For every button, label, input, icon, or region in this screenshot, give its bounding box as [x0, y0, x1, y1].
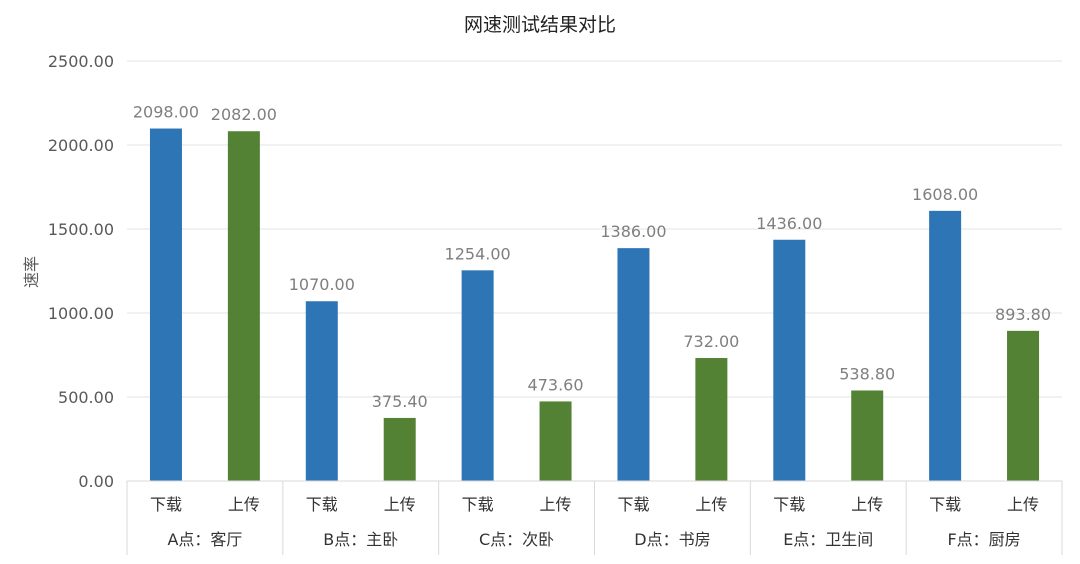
bar-b-upload [383, 417, 416, 481]
data-label: 473.60 [528, 375, 584, 394]
y-axis-ticks: 0.00 500.00 1000.00 1500.00 2000.00 2500.00 [48, 52, 114, 491]
bar-a-download [149, 128, 182, 481]
data-label: 2098.00 [133, 103, 199, 122]
data-label: 375.40 [372, 392, 428, 411]
bar-a-upload [227, 131, 260, 481]
bar-b-download [305, 301, 338, 481]
y-tick-label: 1000.00 [48, 304, 114, 323]
x-sub-category-label: 下载 [773, 495, 805, 514]
data-label: 1436.00 [756, 214, 822, 233]
chart-title: 网速测试结果对比 [464, 14, 616, 36]
bar-c-upload [539, 401, 572, 481]
x-group-label: A点：客厅 [167, 530, 242, 549]
gridlines [127, 60, 1062, 398]
data-label: 893.80 [995, 305, 1051, 324]
y-tick-label: 0.00 [78, 472, 114, 491]
data-label: 538.80 [839, 364, 895, 383]
x-sub-category-label: 上传 [695, 495, 727, 514]
x-sub-category-label: 下载 [617, 495, 649, 514]
bars [149, 128, 1040, 481]
x-sub-category-label: 下载 [150, 495, 182, 514]
x-sub-category-label: 下载 [462, 495, 494, 514]
x-group-label: B点：主卧 [323, 530, 398, 549]
y-tick-label: 1500.00 [48, 220, 114, 239]
bar-f-upload [1007, 330, 1040, 481]
data-labels: 2098.00 2082.00 1070.00 375.40 1254.00 473.60… [133, 103, 1051, 411]
data-label: 2082.00 [211, 105, 277, 124]
x-group-label: C点：次卧 [479, 530, 554, 549]
x-sub-category-label: 上传 [851, 495, 883, 514]
bar-d-upload [695, 358, 728, 481]
y-axis-label: 速率 [22, 256, 41, 288]
y-tick-label: 2000.00 [48, 136, 114, 155]
x-sub-category-label: 上传 [384, 495, 416, 514]
x-sub-category-label: 下载 [306, 495, 338, 514]
x-sub-category-label: 下载 [929, 495, 961, 514]
bar-e-upload [851, 390, 884, 481]
bar-c-download [461, 270, 494, 481]
data-label: 732.00 [683, 332, 739, 351]
y-tick-label: 500.00 [58, 388, 114, 407]
x-sub-category-label: 上传 [228, 495, 260, 514]
data-label: 1386.00 [600, 222, 666, 241]
x-group-label: F点：厨房 [947, 530, 1020, 549]
data-label: 1070.00 [289, 275, 355, 294]
x-sub-category-label: 上传 [540, 495, 572, 514]
x-group-label: E点：卫生间 [783, 530, 873, 549]
x-group-label: D点：书房 [634, 530, 710, 549]
x-sub-category-label: 上传 [1007, 495, 1039, 514]
data-label: 1608.00 [912, 185, 978, 204]
bar-e-download [773, 239, 806, 481]
y-tick-label: 2500.00 [48, 52, 114, 71]
bar-f-download [929, 210, 962, 481]
data-label: 1254.00 [445, 244, 511, 263]
x-axis: 下载 上传 A点：客厅 下载 上传 B点：主卧 下载 上传 C点：次卧 下载 上传 D点：书房 下载 上传… [126, 480, 1063, 555]
bar-d-download [617, 248, 650, 481]
